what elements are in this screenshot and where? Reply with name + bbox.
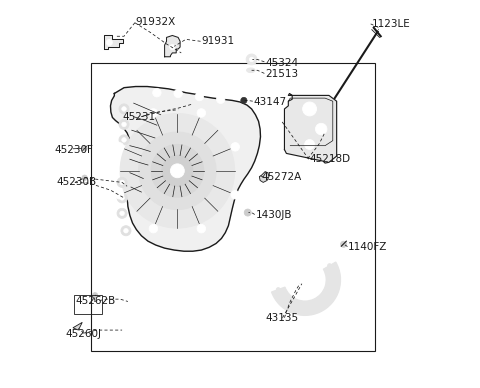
Bar (74, 295, 102, 314)
Circle shape (153, 88, 161, 97)
Circle shape (117, 177, 127, 187)
Circle shape (119, 120, 129, 130)
Circle shape (121, 226, 131, 236)
Ellipse shape (328, 264, 332, 268)
Text: 43135: 43135 (265, 314, 298, 324)
Text: 45230F: 45230F (54, 145, 93, 154)
Polygon shape (104, 35, 123, 49)
Circle shape (106, 39, 112, 45)
Polygon shape (259, 171, 269, 182)
Text: 91932X: 91932X (136, 17, 176, 27)
Circle shape (120, 211, 124, 216)
Circle shape (246, 54, 257, 65)
Circle shape (149, 109, 157, 117)
Circle shape (302, 102, 316, 116)
Circle shape (122, 122, 126, 127)
Circle shape (162, 155, 193, 186)
Circle shape (249, 57, 254, 62)
Circle shape (340, 241, 347, 248)
Ellipse shape (276, 288, 280, 291)
Circle shape (117, 208, 127, 218)
Text: 45262B: 45262B (76, 296, 116, 307)
Circle shape (231, 191, 240, 199)
Text: 91931: 91931 (201, 36, 234, 46)
Text: 21513: 21513 (265, 69, 298, 79)
Circle shape (197, 109, 205, 117)
Text: 1430JB: 1430JB (255, 210, 292, 220)
Circle shape (305, 140, 314, 149)
Circle shape (139, 132, 216, 210)
Polygon shape (73, 322, 82, 330)
Circle shape (197, 224, 205, 233)
Circle shape (170, 164, 184, 178)
Text: 45218D: 45218D (310, 154, 351, 164)
Circle shape (149, 224, 157, 233)
Circle shape (315, 123, 327, 135)
Circle shape (124, 229, 128, 233)
Circle shape (122, 107, 126, 111)
Circle shape (216, 95, 225, 104)
Polygon shape (285, 94, 336, 163)
Circle shape (82, 146, 87, 151)
Text: 45272A: 45272A (261, 171, 301, 182)
Circle shape (169, 44, 175, 50)
Bar (91, 62, 375, 351)
Circle shape (231, 142, 240, 151)
Text: 45260J: 45260J (65, 329, 101, 339)
Ellipse shape (247, 68, 255, 73)
Circle shape (244, 209, 251, 216)
Circle shape (120, 180, 124, 185)
Text: 45230B: 45230B (56, 177, 96, 187)
Circle shape (195, 92, 204, 101)
Circle shape (117, 193, 127, 203)
Text: 43147: 43147 (253, 97, 287, 107)
Polygon shape (110, 87, 261, 251)
Polygon shape (165, 35, 180, 57)
Text: 45324: 45324 (265, 57, 298, 68)
Text: 45231: 45231 (122, 112, 155, 122)
Circle shape (115, 191, 124, 199)
Wedge shape (272, 262, 340, 315)
Circle shape (120, 196, 124, 200)
Text: 1140FZ: 1140FZ (348, 242, 388, 252)
Circle shape (151, 144, 204, 197)
Circle shape (241, 97, 247, 104)
Circle shape (115, 142, 124, 151)
Circle shape (119, 104, 129, 114)
Circle shape (122, 138, 126, 142)
Circle shape (82, 175, 87, 180)
Circle shape (92, 293, 98, 298)
Text: 1123LE: 1123LE (372, 19, 410, 29)
Circle shape (119, 135, 129, 145)
Circle shape (120, 114, 235, 228)
Circle shape (174, 89, 182, 98)
